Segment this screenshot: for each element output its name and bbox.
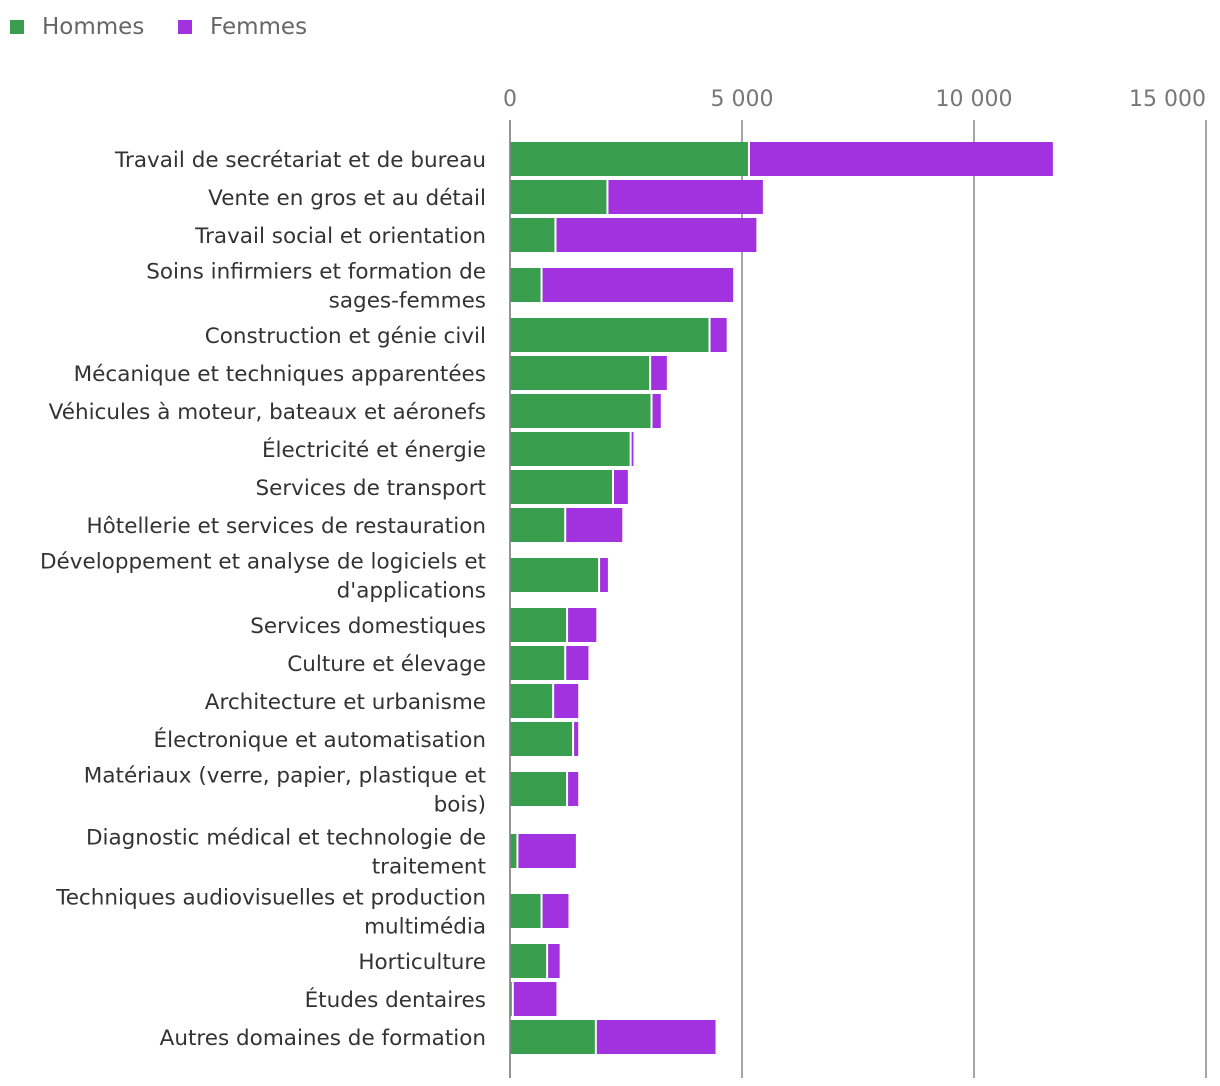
legend-item-hommes: Hommes (10, 14, 144, 40)
bar-femmes (513, 982, 557, 1016)
category-label: Autres domaines de formation (160, 1026, 486, 1051)
x-tick-label: 5 000 (711, 87, 774, 112)
bar-hommes (510, 432, 630, 466)
category-label: Véhicules à moteur, bateaux et aéronefs (49, 400, 486, 425)
legend-swatch-femmes (178, 20, 192, 34)
bar-hommes (510, 834, 517, 868)
legend-item-femmes: Femmes (178, 14, 307, 40)
x-tick-label: 10 000 (936, 87, 1013, 112)
bar-femmes (568, 772, 579, 806)
bar-hommes (510, 356, 650, 390)
bar-hommes (510, 772, 567, 806)
bar-femmes (608, 180, 763, 214)
category-label: Culture et élevage (287, 652, 486, 677)
category-label: Travail social et orientation (194, 224, 486, 249)
category-label: Horticulture (358, 950, 486, 975)
bar-femmes (566, 508, 623, 542)
category-label: Électricité et énergie (262, 437, 486, 463)
bar-hommes (510, 944, 547, 978)
bar-femmes (556, 218, 757, 252)
bar-hommes (510, 318, 709, 352)
bar-hommes (510, 508, 565, 542)
bar-femmes (568, 608, 597, 642)
bar-hommes (510, 470, 613, 504)
category-label: Travail de secrétariat et de bureau (114, 148, 486, 173)
bar-femmes (542, 268, 734, 302)
category-label: Soins infirmiers et formation de sages-fe… (146, 260, 486, 314)
category-label: Études dentaires (305, 987, 486, 1013)
bar-hommes (510, 608, 567, 642)
x-tick-label: 0 (503, 87, 517, 112)
x-tick-label: 15 000 (1129, 87, 1206, 112)
bar-femmes (596, 1020, 716, 1054)
bar-femmes (749, 142, 1053, 176)
bar-hommes (510, 894, 541, 928)
bar-femmes (554, 684, 579, 718)
bar-femmes (710, 318, 727, 352)
bar-femmes (566, 646, 589, 680)
bar-femmes (518, 834, 576, 868)
bar-femmes (614, 470, 628, 504)
legend-label-femmes: Femmes (210, 14, 308, 40)
category-label: Services de transport (255, 476, 486, 501)
category-label: Techniques audiovisuelles et production m… (55, 886, 486, 940)
category-label: Architecture et urbanisme (205, 690, 486, 715)
category-label: Hôtellerie et services de restauration (86, 514, 486, 539)
category-label: Services domestiques (250, 614, 486, 639)
bar-hommes (510, 180, 607, 214)
bar-hommes (510, 1020, 595, 1054)
bar-femmes (542, 894, 569, 928)
bar-hommes (510, 982, 512, 1016)
bar-hommes (510, 722, 573, 756)
category-label: Vente en gros et au détail (208, 186, 486, 211)
category-label: Électronique et automatisation (154, 727, 486, 753)
category-label: Diagnostic médical et technologie de trai… (86, 826, 486, 880)
bar-hommes (510, 394, 651, 428)
category-label: Mécanique et techniques apparentées (74, 362, 486, 387)
legend-label-hommes: Hommes (42, 14, 145, 40)
bar-femmes (548, 944, 560, 978)
bar-hommes (510, 684, 553, 718)
category-label: Construction et génie civil (205, 324, 486, 349)
bar-femmes (651, 356, 667, 390)
bar-femmes (652, 394, 661, 428)
bar-femmes (600, 558, 608, 592)
bar-hommes (510, 218, 555, 252)
bar-femmes (631, 432, 634, 466)
legend-swatch-hommes (10, 20, 24, 34)
bar-hommes (510, 558, 599, 592)
bar-hommes (510, 268, 541, 302)
bar-femmes (574, 722, 579, 756)
bar-hommes (510, 142, 748, 176)
category-label: Matériaux (verre, papier, plastique et bo… (84, 764, 486, 818)
category-label: Développement et analyse de logiciels et… (40, 550, 486, 604)
bar-hommes (510, 646, 565, 680)
